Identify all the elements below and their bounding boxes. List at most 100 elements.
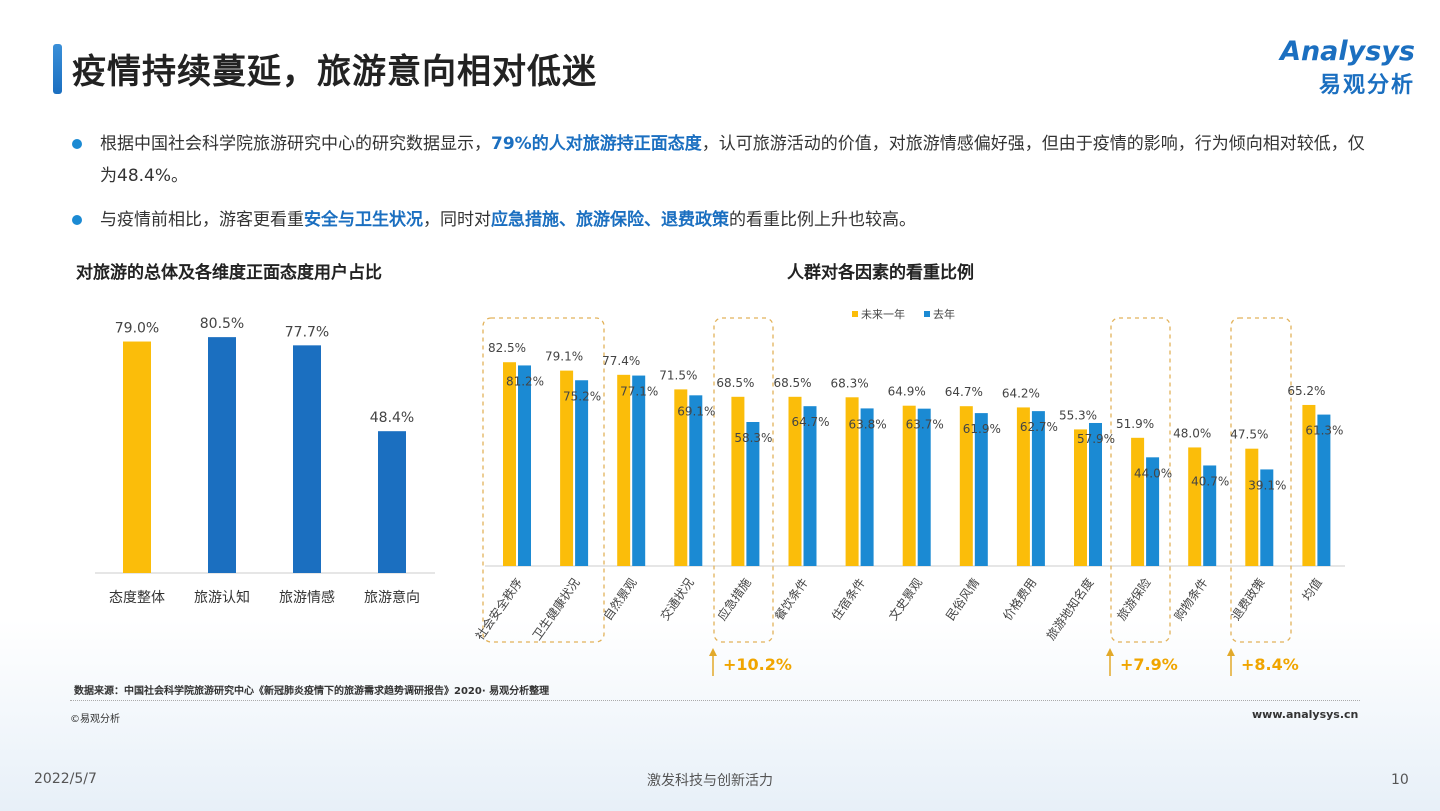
bullet-text-part: 与疫情前相比，游客更看重 xyxy=(100,210,304,230)
bar-lastyear-社会安全秩序 xyxy=(518,365,531,566)
data-label-lastyear: 44.0% xyxy=(1134,466,1172,480)
bullet-dot-icon xyxy=(72,215,82,225)
data-label-lastyear: 69.1% xyxy=(677,404,715,418)
bar-旅游情感 xyxy=(293,345,321,573)
data-label-future: 79.1% xyxy=(545,350,583,364)
data-label-future: 71.5% xyxy=(659,368,697,382)
right-chart-title: 人群对各因素的看重比例 xyxy=(787,263,974,283)
bar-lastyear-退费政策 xyxy=(1260,469,1274,566)
x-tick-label: 餐饮条件 xyxy=(771,575,811,623)
bar-future-社会安全秩序 xyxy=(503,362,516,566)
bar-future-住宿条件 xyxy=(845,397,859,566)
analysys-logo: Analysys 易观分析 xyxy=(1270,36,1415,99)
data-label-lastyear: 81.2% xyxy=(506,374,544,388)
bar-lastyear-应急措施 xyxy=(746,421,760,566)
data-label-future: 68.5% xyxy=(773,376,811,390)
data-label-lastyear: 63.7% xyxy=(906,418,944,432)
data-label-future: 68.3% xyxy=(831,376,869,390)
highlight-text: 应急措施、旅游保险、退费政策 xyxy=(491,210,729,230)
data-label-future: 48.0% xyxy=(1173,426,1211,440)
legend-label: 未来一年 xyxy=(861,307,905,321)
x-tick-label: 卫生健康状况 xyxy=(529,575,583,643)
data-label-lastyear: 58.3% xyxy=(734,431,772,445)
bar-future-旅游保险 xyxy=(1131,437,1145,566)
bar-future-餐饮条件 xyxy=(788,396,802,566)
logo-en: Analysys xyxy=(1280,36,1415,67)
data-label-lastyear: 62.7% xyxy=(1020,420,1058,434)
x-tick-label: 自然景观 xyxy=(600,575,640,623)
data-label-future: 47.5% xyxy=(1230,428,1268,442)
data-label-future: 55.3% xyxy=(1059,408,1097,422)
bar-future-民俗风情 xyxy=(959,406,973,566)
increase-label: +7.9% xyxy=(1120,655,1178,674)
website-link[interactable]: www.analysys.cn xyxy=(1252,708,1359,721)
arrow-head-icon xyxy=(1106,648,1114,656)
data-label: 77.7% xyxy=(285,324,329,340)
bar-lastyear-均值 xyxy=(1317,414,1331,566)
bullet-text: 根据中国社会科学院旅游研究中心的研究数据显示，79%的人对旅游持正面态度，认可旅… xyxy=(76,128,1376,192)
data-label-lastyear: 61.9% xyxy=(963,422,1001,436)
arrow-head-icon xyxy=(1227,648,1235,656)
bar-lastyear-文史景观 xyxy=(917,408,931,566)
bullet-text-part: 根据中国社会科学院旅游研究中心的研究数据显示， xyxy=(100,134,491,154)
bullet-text-part: ，认可旅游活动的价值，对旅游情感偏好强，但由于疫情的影响，行为倾向相对较低，仅为… xyxy=(100,134,1365,186)
x-tick-label: 态度整体 xyxy=(109,590,165,606)
data-label-lastyear: 57.9% xyxy=(1077,432,1115,446)
highlight-box xyxy=(713,317,774,643)
data-label-lastyear: 61.3% xyxy=(1305,424,1343,438)
bullet-dot-icon xyxy=(72,139,82,149)
copyright: ©易观分析 xyxy=(70,714,120,725)
footer-divider xyxy=(70,700,1360,701)
data-label-future: 64.9% xyxy=(888,385,926,399)
data-label-future: 51.9% xyxy=(1116,417,1154,431)
data-label-lastyear: 63.8% xyxy=(849,417,887,431)
page-number: 10 xyxy=(1391,772,1409,788)
data-label-lastyear: 77.1% xyxy=(620,385,658,399)
data-source: 数据来源：中国社会科学院旅游研究中心《新冠肺炎疫情下的旅游需求趋势调研报告》20… xyxy=(74,686,550,697)
data-label-lastyear: 40.7% xyxy=(1191,474,1229,488)
data-label: 79.0% xyxy=(115,321,159,337)
slogan: 激发科技与创新活力 xyxy=(647,773,773,789)
x-tick-label: 均值 xyxy=(1299,575,1325,603)
bar-future-交通状况 xyxy=(674,389,688,566)
bar-lastyear-卫生健康状况 xyxy=(575,380,589,566)
date: 2022/5/7 xyxy=(34,771,97,787)
increase-label: +8.4% xyxy=(1241,655,1299,674)
x-tick-label: 购物条件 xyxy=(1171,575,1211,623)
bar-lastyear-餐饮条件 xyxy=(803,406,817,566)
bar-future-购物条件 xyxy=(1188,447,1202,566)
x-tick-label: 住宿条件 xyxy=(828,575,868,623)
bullet-1: 根据中国社会科学院旅游研究中心的研究数据显示，79%的人对旅游持正面态度，认可旅… xyxy=(72,128,1376,192)
arrow-head-icon xyxy=(709,648,717,656)
x-tick-label: 旅游保险 xyxy=(1114,575,1154,623)
x-tick-label: 社会安全秩序 xyxy=(472,575,526,643)
bar-future-旅游地知名度 xyxy=(1074,429,1087,566)
highlight-text: 79%的人对旅游持正面态度 xyxy=(491,134,702,154)
x-tick-label: 旅游地知名度 xyxy=(1043,575,1097,643)
bullet-text-part: ，同时对 xyxy=(423,210,491,230)
data-label-future: 65.2% xyxy=(1287,384,1325,398)
data-label-lastyear: 75.2% xyxy=(563,389,601,403)
x-tick-label: 交通状况 xyxy=(657,575,697,623)
bar-lastyear-住宿条件 xyxy=(860,408,874,566)
logo-cn: 易观分析 xyxy=(1318,73,1415,98)
bar-lastyear-旅游地知名度 xyxy=(1089,422,1102,566)
bar-lastyear-价格费用 xyxy=(1031,411,1045,566)
x-tick-label: 价格费用 xyxy=(1000,575,1040,623)
data-label-lastyear: 64.7% xyxy=(791,415,829,429)
bar-future-卫生健康状况 xyxy=(560,370,574,566)
x-tick-label: 民俗风情 xyxy=(943,576,982,623)
bar-旅游意向 xyxy=(378,431,406,573)
x-tick-label: 旅游情感 xyxy=(279,589,335,606)
bar-future-文史景观 xyxy=(902,405,916,566)
bar-future-退费政策 xyxy=(1245,448,1259,566)
highlight-text: 安全与卫生状况 xyxy=(304,210,423,230)
title-accent-bar xyxy=(53,44,62,94)
x-tick-label: 旅游认知 xyxy=(194,589,250,606)
x-tick-label: 退费政策 xyxy=(1229,576,1268,623)
footer-background xyxy=(0,620,1440,811)
highlight-box xyxy=(1110,317,1171,643)
bar-旅游认知 xyxy=(208,337,236,573)
bar-future-价格费用 xyxy=(1016,407,1030,566)
